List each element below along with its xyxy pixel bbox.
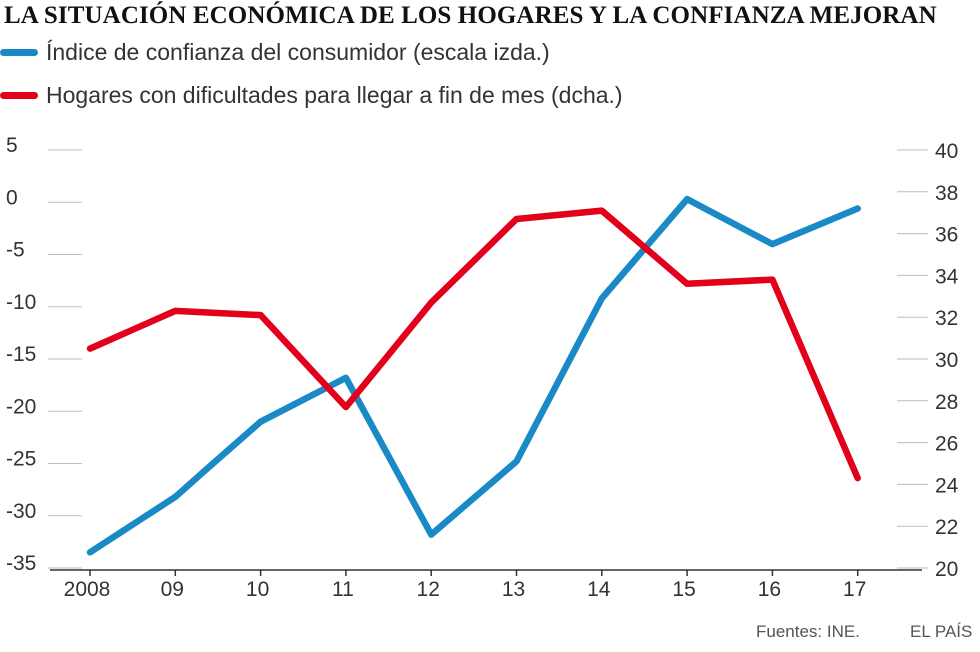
source-note: Fuentes: INE.	[756, 622, 860, 641]
right-tick-label: 30	[935, 349, 958, 372]
right-tick-label: 34	[935, 265, 959, 288]
right-tick-label: 32	[935, 307, 958, 330]
brand-label: EL PAÍS	[910, 622, 973, 641]
x-tick-label: 14	[587, 578, 611, 601]
legend-label-difficulties: Hogares con dificultades para llegar a f…	[46, 81, 623, 108]
series-line-confidence	[86, 195, 861, 556]
right-tick-label: 40	[935, 140, 958, 163]
gridlines	[48, 149, 928, 569]
right-tick-label: 26	[935, 433, 958, 456]
x-tick-label: 11	[332, 578, 354, 601]
legend-swatch-confidence	[0, 48, 38, 56]
right-tick-label: 24	[935, 474, 959, 497]
legend-label-confidence: Índice de confianza del consumidor (esca…	[46, 38, 550, 65]
x-tick-label: 2008	[64, 578, 111, 601]
left-tick-label: -30	[6, 500, 36, 523]
legend-swatch-difficulties	[0, 91, 38, 99]
left-tick-label: -15	[6, 343, 36, 366]
right-tick-label: 20	[935, 558, 958, 581]
x-tick-label: 17	[843, 578, 866, 601]
left-tick-label: -25	[6, 448, 36, 471]
left-tick-label: 0	[6, 186, 18, 209]
left-tick-label: -20	[6, 395, 36, 418]
x-tick-label: 13	[502, 578, 525, 601]
series-lines	[86, 195, 861, 556]
x-tick-label: 15	[672, 578, 695, 601]
x-tick-label: 12	[417, 578, 440, 601]
legend-item-confidence: Índice de confianza del consumidor (esca…	[0, 37, 550, 67]
right-tick-label: 28	[935, 391, 958, 414]
x-tick-label: 10	[246, 578, 269, 601]
left-tick-label: -5	[6, 239, 25, 262]
left-tick-label: -35	[6, 552, 36, 575]
left-tick-label: 5	[6, 134, 18, 157]
series-line-difficulties	[86, 207, 861, 482]
axes: 5 0 -5 -10 -15 -20 -25 -30 -35 40 38 36 34 32 30 28 26 24…	[6, 134, 959, 601]
x-tick-label: 16	[758, 578, 781, 601]
chart-title: LA SITUACIÓN ECONÓMICA DE LOS HOGARES Y …	[4, 2, 937, 29]
right-tick-label: 38	[935, 182, 958, 205]
right-tick-label: 22	[935, 516, 958, 539]
right-tick-label: 36	[935, 224, 958, 247]
legend-item-difficulties: Hogares con dificultades para llegar a f…	[0, 80, 623, 110]
left-tick-label: -10	[6, 291, 36, 314]
x-tick-label: 09	[161, 578, 184, 601]
